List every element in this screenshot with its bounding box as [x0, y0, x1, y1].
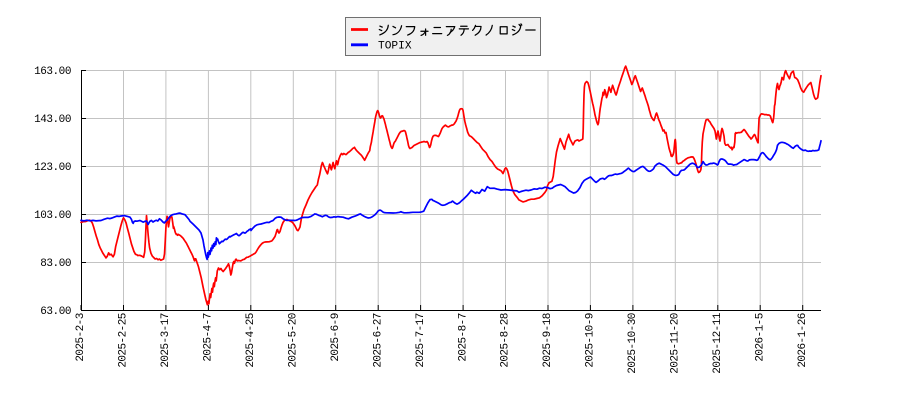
svg-text:2025-11-20: 2025-11-20: [670, 313, 682, 374]
svg-text:2025-6-27: 2025-6-27: [372, 313, 384, 367]
svg-text:2025-7-17: 2025-7-17: [415, 313, 427, 367]
svg-text:2025-10-30: 2025-10-30: [627, 313, 639, 374]
svg-text:2025-5-20: 2025-5-20: [288, 313, 300, 367]
svg-text:2025-8-28: 2025-8-28: [500, 313, 512, 367]
svg-text:2025-10-9: 2025-10-9: [585, 313, 597, 367]
svg-text:2025-2-25: 2025-2-25: [118, 313, 130, 367]
svg-text:2026-1-5: 2026-1-5: [754, 313, 766, 361]
svg-text:2025-12-11: 2025-12-11: [712, 312, 724, 373]
svg-text:TOPIX: TOPIX: [378, 40, 412, 52]
svg-text:83.00: 83.00: [40, 258, 71, 270]
svg-text:2025-9-18: 2025-9-18: [542, 313, 554, 367]
svg-text:63.00: 63.00: [40, 306, 71, 318]
svg-text:2025-8-7: 2025-8-7: [457, 313, 469, 361]
svg-text:143.00: 143.00: [34, 114, 71, 126]
svg-text:123.00: 123.00: [34, 162, 71, 174]
svg-text:2026-1-26: 2026-1-26: [797, 313, 809, 367]
svg-text:2025-4-7: 2025-4-7: [203, 313, 215, 361]
svg-text:2025-3-17: 2025-3-17: [160, 313, 172, 367]
svg-text:2025-4-25: 2025-4-25: [245, 313, 257, 367]
svg-text:103.00: 103.00: [34, 210, 71, 222]
svg-text:2025-6-9: 2025-6-9: [330, 313, 342, 361]
svg-text:163.00: 163.00: [34, 66, 71, 78]
svg-text:2025-2-3: 2025-2-3: [75, 313, 87, 361]
